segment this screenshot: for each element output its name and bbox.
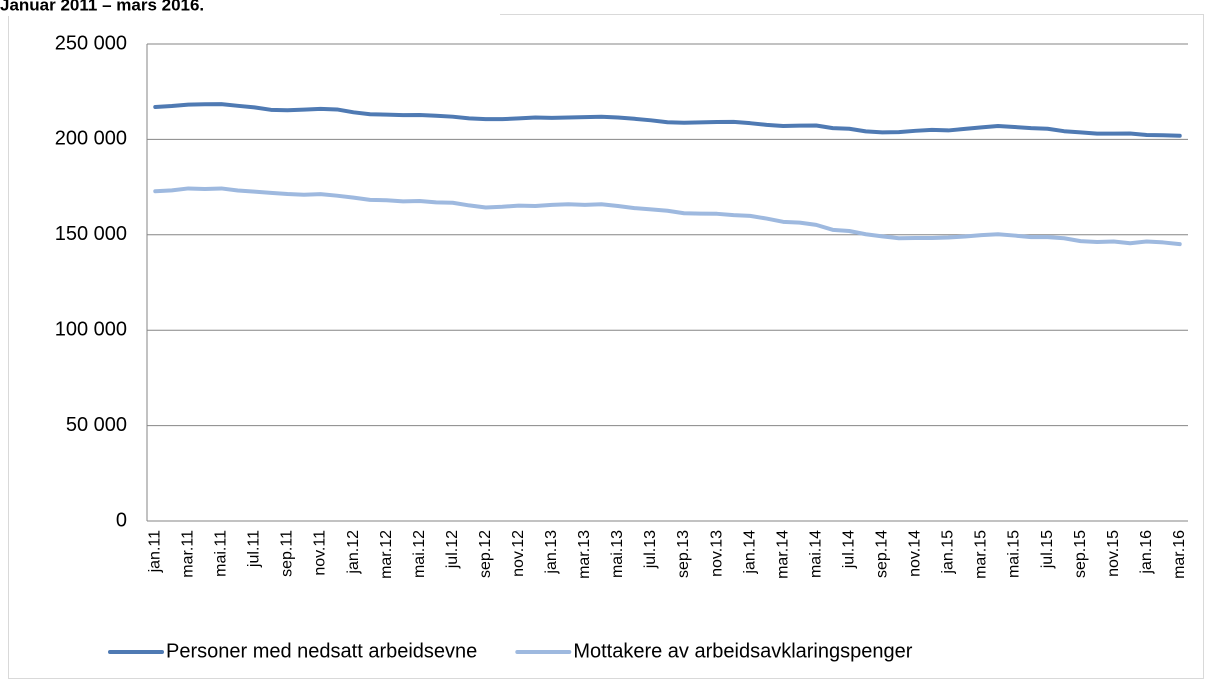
x-tick-label: jan.12	[345, 530, 362, 575]
x-tick-label: nov.14	[907, 530, 924, 577]
series-line	[153, 186, 1182, 247]
x-tick-label: mai.15	[1006, 530, 1023, 578]
x-tick-label: sep.11	[279, 530, 296, 577]
x-tick-label: nov.15	[1105, 530, 1122, 577]
x-tick-label: sep.15	[1072, 530, 1089, 578]
x-tick-label: mai.13	[609, 530, 626, 578]
y-tick-label: 0	[116, 509, 127, 531]
x-tick-label: jan.15	[940, 530, 957, 575]
title-backdrop	[0, 0, 500, 16]
y-tick-label: 150 000	[55, 223, 127, 245]
x-tick-label: mai.12	[411, 530, 428, 578]
x-tick-label: sep.14	[874, 530, 891, 578]
x-tick-label: mai.11	[213, 530, 230, 577]
legend-label: Mottakere av arbeidsavklaringspenger	[573, 640, 912, 662]
x-tick-label: mar.15	[973, 530, 990, 579]
x-tick-label: jul.13	[642, 530, 659, 569]
x-tick-label: jan.13	[543, 530, 560, 575]
x-tick-label: nov.13	[708, 530, 725, 577]
x-tick-label: jan.11	[146, 530, 163, 574]
x-tick-label: jul.14	[840, 530, 857, 569]
x-tick-label: nov.11	[312, 530, 329, 576]
y-tick-label: 250 000	[55, 32, 127, 54]
chart-title: Januar 2011 – mars 2016.	[0, 0, 204, 14]
chart-frame	[8, 14, 1204, 679]
x-tick-label: mar.16	[1171, 530, 1188, 579]
x-tick-label: mai.14	[807, 530, 824, 578]
y-tick-label: 50 000	[66, 414, 127, 436]
legend-label: Personer med nedsatt arbeidsevne	[166, 640, 477, 662]
x-tick-label: mar.12	[378, 530, 395, 579]
x-tick-label: sep.12	[477, 530, 494, 578]
x-tick-label: mar.13	[576, 530, 593, 579]
x-tick-label: mar.11	[180, 530, 197, 578]
series-line	[153, 102, 1182, 138]
y-tick-label: 100 000	[55, 318, 127, 340]
x-tick-label: jul.11	[246, 530, 263, 568]
x-tick-label: jul.12	[444, 530, 461, 569]
x-tick-label: nov.12	[510, 530, 527, 577]
x-tick-label: jul.15	[1039, 530, 1056, 569]
x-tick-label: sep.13	[675, 530, 692, 578]
x-tick-label: jan.14	[741, 530, 758, 575]
y-tick-label: 200 000	[55, 128, 127, 150]
x-tick-label: mar.14	[774, 530, 791, 579]
x-tick-label: jan.16	[1138, 530, 1155, 575]
